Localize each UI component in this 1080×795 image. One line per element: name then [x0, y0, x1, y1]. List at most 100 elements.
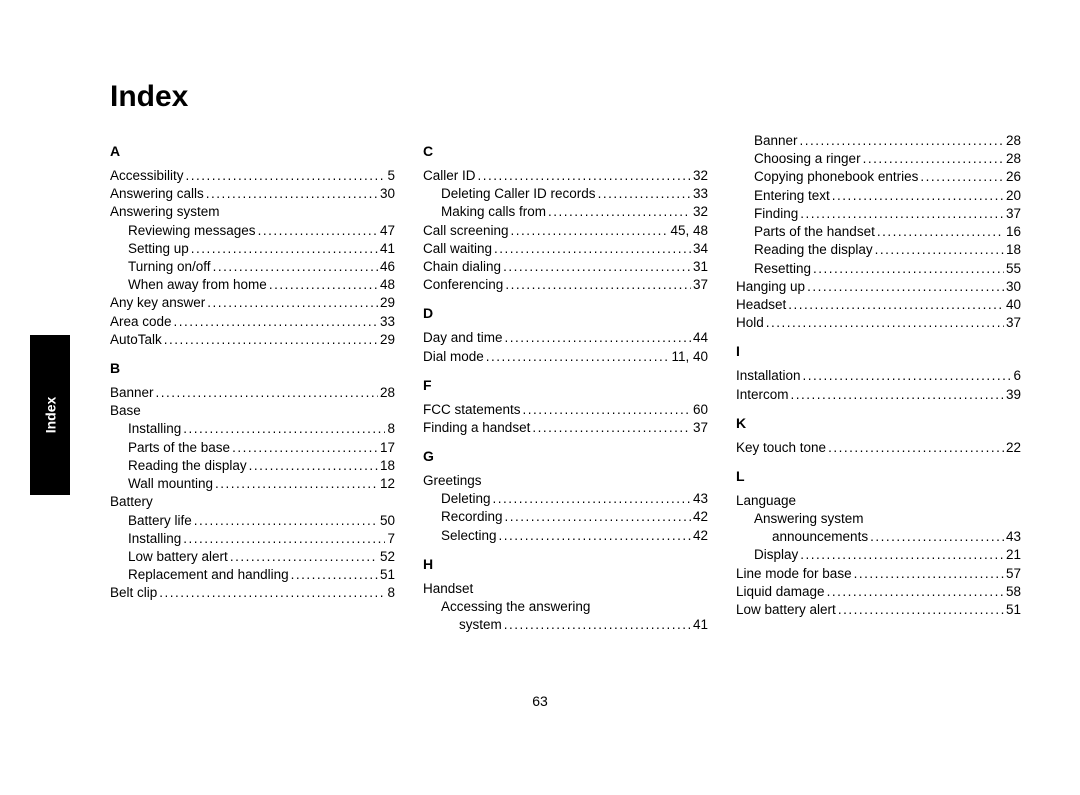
index-entry: system41 [423, 616, 708, 634]
leader-dots [232, 439, 378, 457]
index-entry: Deleting Caller ID records33 [423, 185, 708, 203]
index-entry-page: 21 [1006, 546, 1021, 564]
index-entry-label: Installation [736, 367, 801, 385]
index-entry: Answering system [736, 510, 1021, 528]
index-entry: Call screening45, 48 [423, 222, 708, 240]
index-entry: When away from home48 [110, 276, 395, 294]
index-entry-label: Any key answer [110, 294, 205, 312]
index-entry-page: 46 [380, 258, 395, 276]
side-tab-label: Index [42, 397, 58, 434]
index-entry-label: Battery [110, 493, 153, 511]
index-entry-label: Day and time [423, 329, 503, 347]
index-letter: K [736, 414, 1021, 433]
index-entry-label: Answering calls [110, 185, 204, 203]
index-entry-label: Belt clip [110, 584, 157, 602]
index-entry-label: Low battery alert [128, 548, 228, 566]
leader-dots [791, 386, 1004, 404]
index-entry-label: Choosing a ringer [754, 150, 861, 168]
index-entry-page: 57 [1006, 565, 1021, 583]
index-entry-page: 30 [380, 185, 395, 203]
index-entry-label: Hold [736, 314, 764, 332]
leader-dots [159, 584, 385, 602]
index-entry-label: Finding [754, 205, 798, 223]
index-entry-page: 45, 48 [670, 222, 708, 240]
index-entry: Call waiting34 [423, 240, 708, 258]
index-entry: Installation 6 [736, 367, 1021, 385]
leader-dots [186, 167, 386, 185]
index-entry-label: Display [754, 546, 798, 564]
leader-dots [183, 530, 385, 548]
index-entry: Handset [423, 580, 708, 598]
index-entry-label: Hanging up [736, 278, 805, 296]
index-entry-label: Replacement and handling [128, 566, 289, 584]
index-entry-label: Key touch tone [736, 439, 826, 457]
index-entry-page: 8 [387, 420, 395, 438]
index-entry-label: Reading the display [754, 241, 873, 259]
index-entry: Choosing a ringer28 [736, 150, 1021, 168]
index-entry-page: 29 [380, 331, 395, 349]
leader-dots [183, 420, 385, 438]
index-entry: Any key answer29 [110, 294, 395, 312]
index-entry-page: 30 [1006, 278, 1021, 296]
leader-dots [493, 490, 691, 508]
index-entry: Answering calls 30 [110, 185, 395, 203]
content-area: Index AAccessibility5Answering calls30An… [110, 80, 1030, 634]
index-entry-page: 37 [693, 419, 708, 437]
index-entry: Battery [110, 493, 395, 511]
leader-dots [800, 205, 1004, 223]
leader-dots [504, 616, 691, 634]
index-letter: G [423, 447, 708, 466]
page-number: 63 [0, 693, 1080, 709]
index-entry-page: 8 [387, 584, 395, 602]
index-entry: Selecting42 [423, 527, 708, 545]
index-entry: Parts of the base17 [110, 439, 395, 457]
index-letter: L [736, 467, 1021, 486]
index-entry: Liquid damage58 [736, 583, 1021, 601]
index-entry: Headset40 [736, 296, 1021, 314]
index-entry-page: 41 [693, 616, 708, 634]
index-entry: Language [736, 492, 1021, 510]
index-entry-page: 44 [693, 329, 708, 347]
leader-dots [766, 314, 1004, 332]
index-entry-page: 40 [1006, 296, 1021, 314]
index-entry-label: Liquid damage [736, 583, 825, 601]
leader-dots [291, 566, 378, 584]
index-entry-label: Handset [423, 580, 473, 598]
index-entry-page: 41 [380, 240, 395, 258]
index-entry-page: 18 [1006, 241, 1021, 259]
leader-dots [875, 241, 1004, 259]
index-entry-label: Area code [110, 313, 172, 331]
index-entry-page: 50 [380, 512, 395, 530]
index-entry-page: 33 [380, 313, 395, 331]
leader-dots [800, 546, 1004, 564]
index-column: AAccessibility5Answering calls30Answerin… [110, 132, 395, 634]
leader-dots [215, 475, 378, 493]
index-entry: Parts of the handset16 [736, 223, 1021, 241]
leader-dots [870, 528, 1004, 546]
index-entry-label: When away from home [128, 276, 267, 294]
index-entry-label: Installing [128, 420, 181, 438]
leader-dots [249, 457, 378, 475]
leader-dots [494, 240, 691, 258]
index-entry: Low battery alert52 [110, 548, 395, 566]
index-entry-page: 43 [693, 490, 708, 508]
leader-dots [920, 168, 1004, 186]
index-entry: Installing 8 [110, 420, 395, 438]
index-entry-label: Parts of the handset [754, 223, 875, 241]
index-entry-page: 28 [1006, 132, 1021, 150]
index-column: CCaller ID32Deleting Caller ID records33… [423, 132, 708, 634]
leader-dots [213, 258, 378, 276]
leader-dots [803, 367, 1012, 385]
index-entry: Entering text20 [736, 187, 1021, 205]
index-entry-page: 28 [380, 384, 395, 402]
leader-dots [505, 329, 691, 347]
leader-dots [258, 222, 378, 240]
leader-dots [486, 348, 670, 366]
index-entry: FCC statements60 [423, 401, 708, 419]
leader-dots [828, 439, 1004, 457]
index-letter: F [423, 376, 708, 395]
index-entry-label: Battery life [128, 512, 192, 530]
index-entry-page: 6 [1013, 367, 1021, 385]
leader-dots [511, 222, 669, 240]
index-entry-page: 34 [693, 240, 708, 258]
